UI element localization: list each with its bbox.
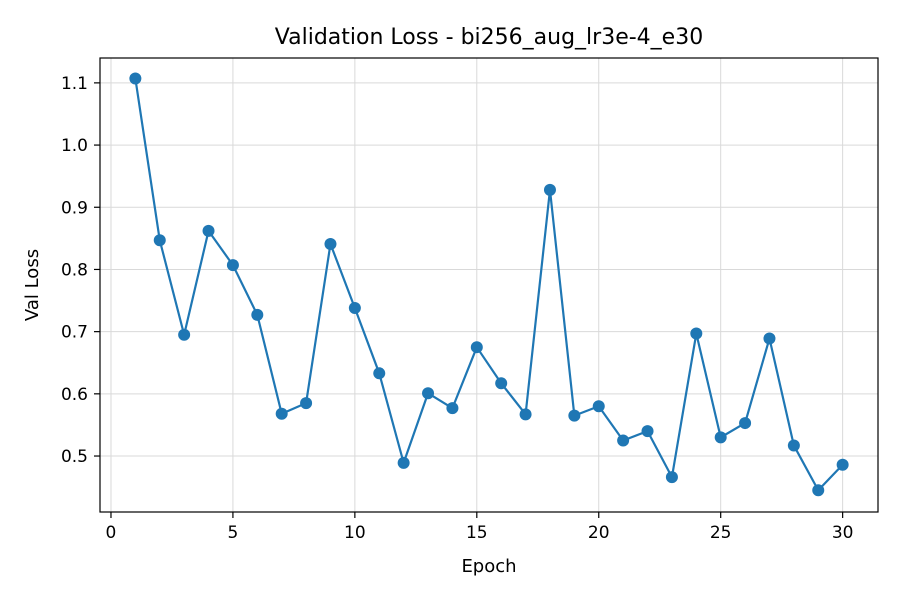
data-point [324, 237, 337, 250]
ticks: 0 5 10 15 20 25 30 0.5 0.6 0.7 0.8 0.9 1.0 1.1 [61, 74, 854, 543]
x-tick-label: 5 [228, 523, 239, 543]
data-point [470, 341, 483, 354]
data-point [836, 458, 849, 471]
chart-title: Validation Loss - bi256_aug_lr3e-4_e30 [275, 25, 703, 50]
data-point [568, 409, 581, 422]
y-tick-label: 1.1 [61, 74, 88, 94]
data-point [275, 407, 288, 420]
x-tick-label: 0 [106, 523, 117, 543]
data-point [251, 308, 264, 321]
y-tick-label: 0.6 [61, 385, 88, 405]
x-tick-label: 25 [710, 523, 732, 543]
data-point [153, 234, 166, 247]
y-tick-label: 0.9 [61, 198, 88, 218]
data-point [812, 484, 825, 497]
data-point [202, 224, 215, 237]
data-point [617, 434, 630, 447]
data-point [495, 377, 508, 390]
series-layer [129, 72, 849, 497]
data-point [665, 471, 678, 484]
data-point [592, 400, 605, 413]
x-tick-label: 15 [466, 523, 488, 543]
y-tick-label: 0.7 [61, 323, 88, 343]
x-axis-label: Epoch [461, 556, 516, 577]
y-tick-label: 0.8 [61, 260, 88, 280]
data-point [373, 367, 386, 380]
data-point [300, 397, 313, 410]
plot-frame [99, 57, 879, 513]
y-tick-label: 1.0 [61, 136, 88, 156]
data-point [641, 425, 654, 438]
data-point [690, 327, 703, 340]
series-line [134, 78, 844, 492]
data-point [543, 183, 556, 196]
y-axis-label: Val Loss [22, 249, 43, 321]
data-point [348, 302, 361, 315]
data-point [739, 417, 752, 430]
data-point [397, 456, 410, 469]
data-point [519, 408, 532, 421]
grid [100, 58, 878, 512]
data-point [714, 431, 727, 444]
x-tick-label: 10 [344, 523, 366, 543]
data-point [178, 328, 191, 341]
data-point [226, 259, 239, 272]
x-tick-label: 30 [832, 523, 854, 543]
data-point [763, 332, 776, 345]
x-tick-label: 20 [588, 523, 610, 543]
data-point [422, 387, 435, 400]
data-point [129, 72, 142, 85]
data-point [787, 439, 800, 452]
data-point [446, 402, 459, 415]
y-tick-label: 0.5 [61, 447, 88, 467]
